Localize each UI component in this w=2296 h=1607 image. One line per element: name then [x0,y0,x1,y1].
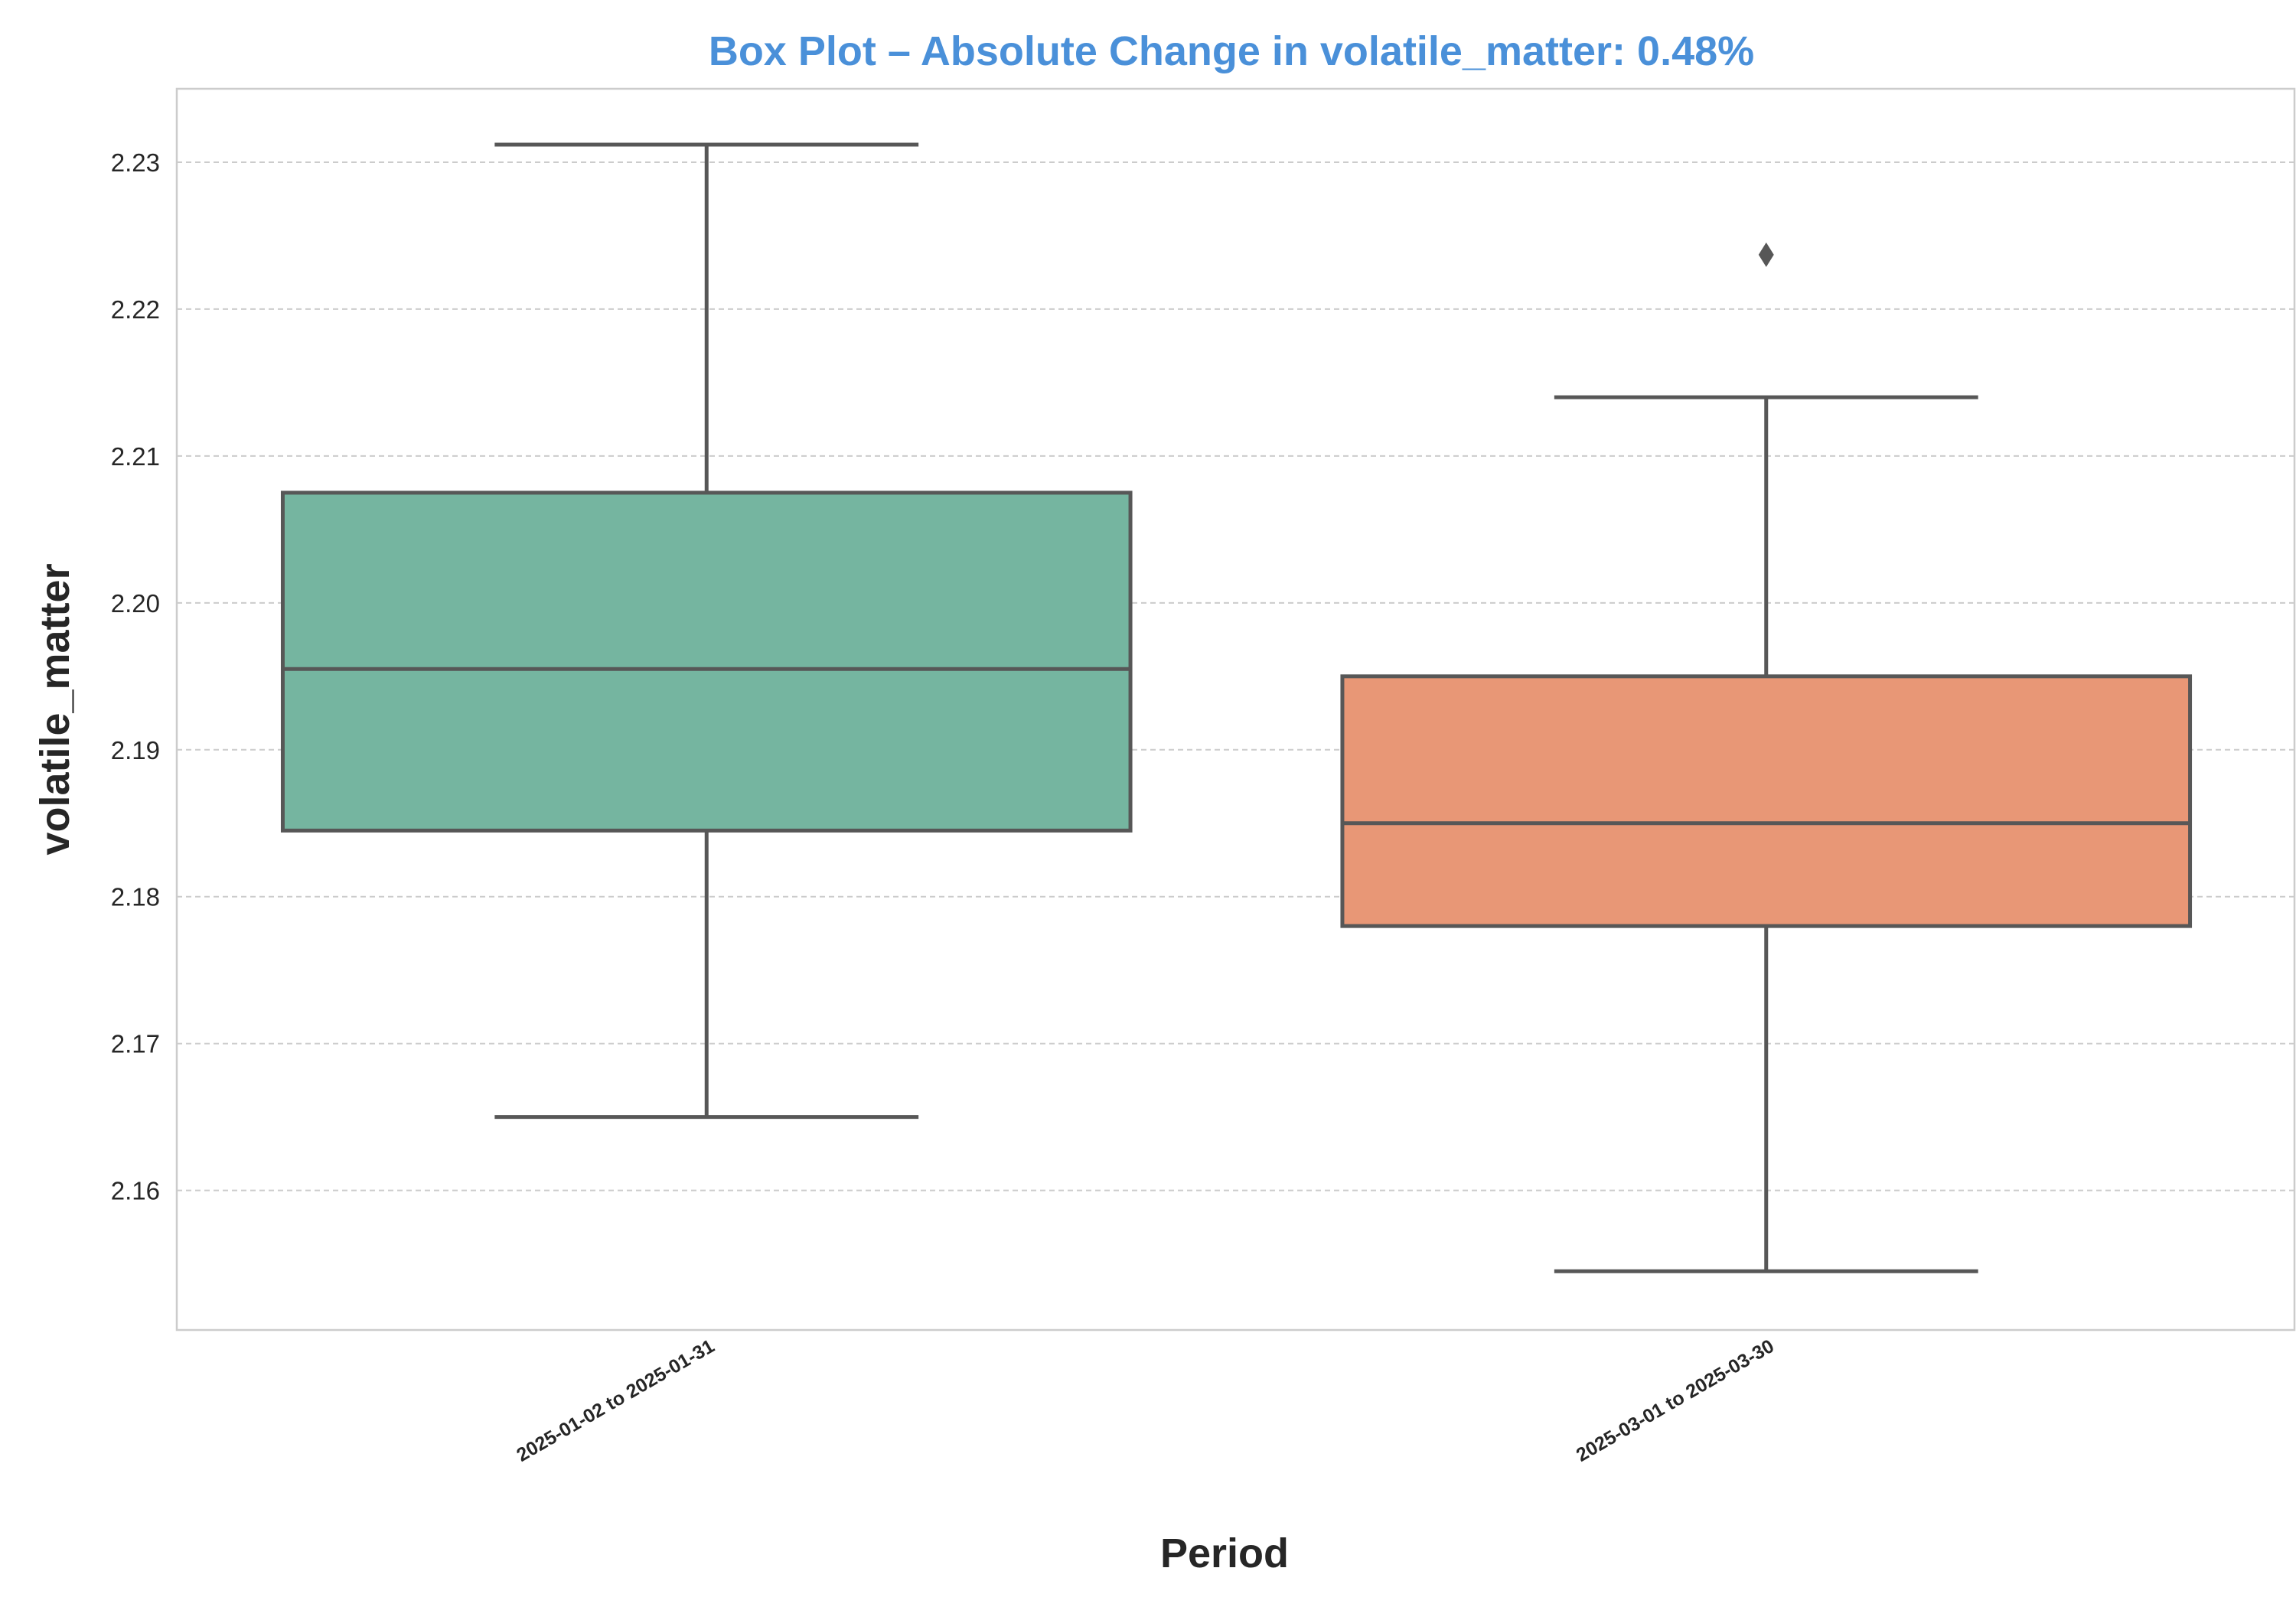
y-tick-label: 2.19 [111,736,160,764]
plot-frame [175,87,2296,1332]
y-tick-label: 2.23 [111,148,160,177]
x-axis-label: Period [1160,1530,1289,1576]
y-tick-labels: 2.16 2.17 2.18 2.19 2.20 2.21 2.22 2.23 [111,148,160,1205]
y-tick-label: 2.21 [111,442,160,471]
box-group [1340,242,2193,1273]
y-tick-label: 2.17 [111,1030,160,1058]
y-tick-label: 2.18 [111,883,160,911]
box-series [280,142,2193,1273]
box-body [1340,674,2193,928]
outlier-point [1758,242,1774,267]
box-group [280,142,1133,1120]
y-tick-label: 2.16 [111,1177,160,1205]
y-axis-label: volatile_matter [32,563,78,855]
chart-title: Box Plot – Absolute Change in volatile_m… [709,28,1754,74]
y-tick-label: 2.22 [111,295,160,324]
y-tick-label: 2.20 [111,589,160,618]
box-body [280,491,1133,833]
